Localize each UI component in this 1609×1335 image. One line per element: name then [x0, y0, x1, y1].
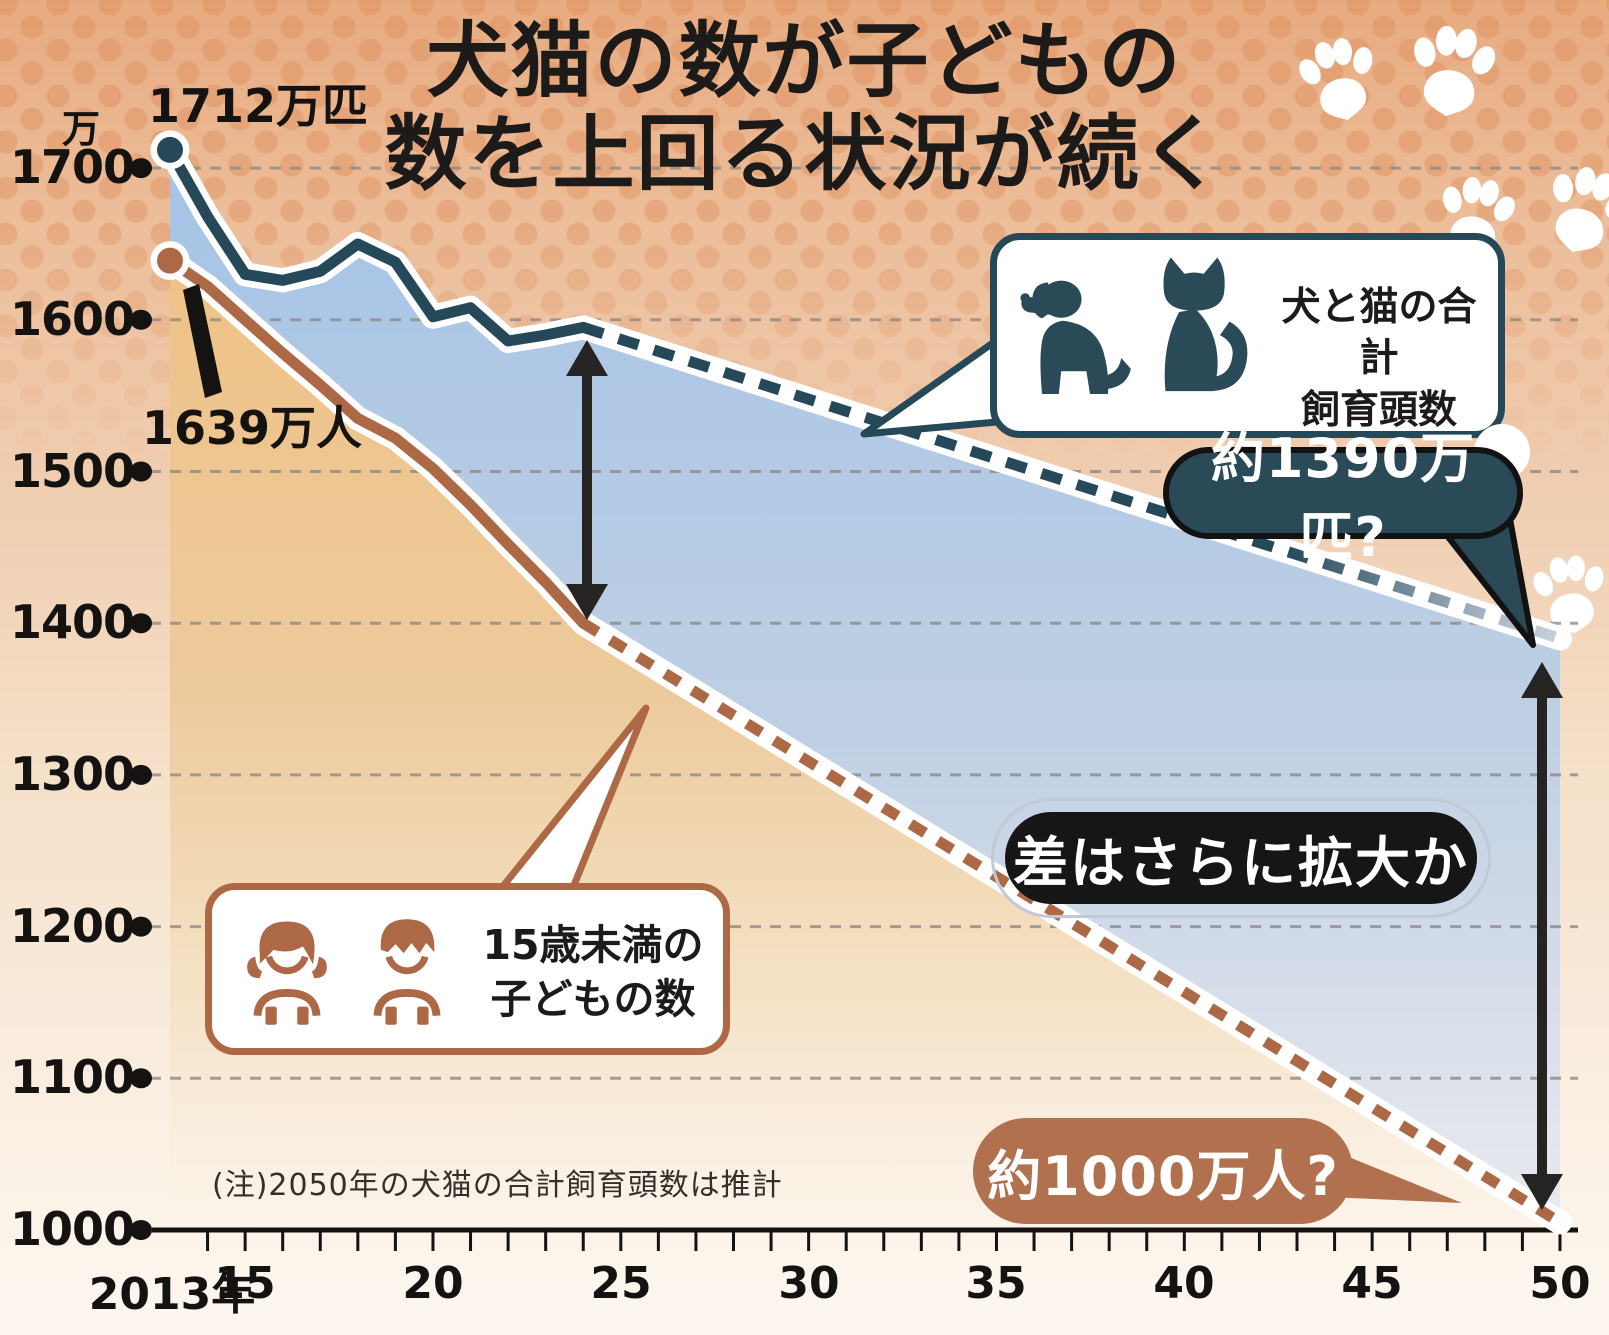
- children-legend-text: 15歳未満の 子どもの数: [482, 921, 704, 1024]
- y-tick-dot: [130, 1068, 152, 1089]
- y-tick-dot: [130, 309, 152, 330]
- gap-area: [170, 149, 1560, 1223]
- gap-arrow-head: [1521, 662, 1563, 698]
- paw-icon: [1414, 25, 1496, 117]
- gap-arrow-head: [566, 584, 608, 620]
- children-box-tail: [492, 704, 650, 899]
- y-tick-dot: [130, 764, 152, 785]
- x-axis-origin-label: 2013年: [88, 1269, 256, 1320]
- y-axis-label: 1400: [10, 595, 135, 649]
- x-axis-label: 30: [778, 1258, 840, 1309]
- children-bubble-tail: [1329, 1149, 1462, 1203]
- pets-legend-text: 犬と猫の合計 飼育頭数: [1281, 285, 1477, 433]
- y-axis-label: 1200: [10, 899, 135, 953]
- x-axis-label: 40: [1153, 1258, 1215, 1309]
- children-estimate-bubble: 約1000万人?: [973, 1118, 1353, 1224]
- x-axis-label: 20: [402, 1258, 464, 1309]
- y-axis-label: 1500: [10, 444, 135, 498]
- gap-arrow-head: [1521, 1174, 1563, 1210]
- start-dot: [157, 136, 183, 163]
- gap-arrow-head: [566, 340, 608, 376]
- paw-icon: [1533, 555, 1604, 634]
- y-tick-dot: [130, 158, 152, 179]
- boy-icon: [373, 919, 441, 1025]
- gap-annotation-pill: 差はさらに拡大か: [991, 798, 1491, 918]
- y-axis-label: 1700: [10, 140, 135, 194]
- children-start-value: 1639万人: [141, 401, 363, 455]
- children-line-actual: [164, 255, 589, 629]
- cat-icon: [1163, 257, 1248, 392]
- y-tick-dot: [130, 461, 152, 482]
- pets-line-actual: [164, 144, 589, 347]
- x-axis-label: 15: [214, 1258, 276, 1309]
- y-tick-dot: [130, 613, 152, 634]
- y-axis-label: 1100: [10, 1050, 135, 1104]
- y-axis-unit: 万: [62, 107, 101, 151]
- y-axis-label: 1000: [10, 1202, 135, 1256]
- children-start-pointer: [183, 284, 222, 398]
- x-axis-label: 35: [965, 1258, 1027, 1309]
- y-axis-label: 1600: [10, 292, 135, 346]
- start-dot: [157, 247, 183, 274]
- y-tick-dot: [130, 1220, 152, 1240]
- paw-icon: [1299, 38, 1373, 120]
- dog-icon: [1020, 280, 1131, 394]
- pets-start-value: 1712万匹: [147, 79, 369, 133]
- x-axis-label: 25: [590, 1258, 652, 1309]
- x-axis-label: 50: [1529, 1258, 1591, 1309]
- x-axis-label: 45: [1341, 1258, 1403, 1309]
- y-axis-label: 1300: [10, 747, 135, 801]
- y-tick-dot: [130, 916, 152, 937]
- pets-box-tail: [860, 336, 1001, 438]
- chart-title: 犬猫の数が子どもの 数を上回る状況が続く: [384, 14, 1225, 202]
- chart-note: (注)2050年の犬猫の合計飼育頭数は推計: [212, 1168, 783, 1203]
- pets-line-projected: [581, 322, 1562, 644]
- pets-estimate-bubble: 約1390万匹?: [1163, 427, 1523, 569]
- girl-icon: [247, 921, 327, 1025]
